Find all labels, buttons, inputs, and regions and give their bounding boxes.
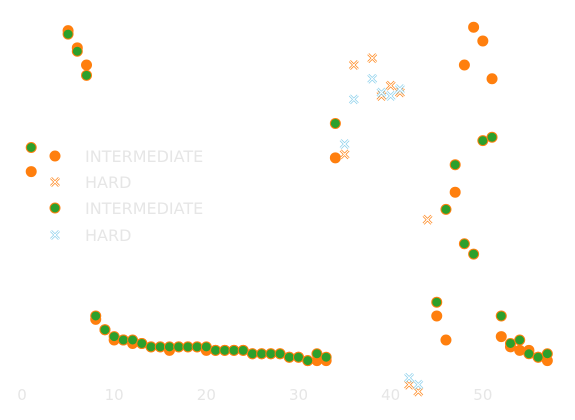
point-s2-19	[228, 344, 240, 356]
point-s2-20	[237, 344, 249, 356]
x-tick-label: 10	[105, 386, 124, 404]
point-s0-35	[486, 73, 498, 85]
point-s2-5	[99, 324, 111, 336]
point-s2-21	[246, 348, 258, 360]
point-s2-10	[145, 341, 157, 353]
legend-label: HARD	[85, 173, 131, 192]
point-s2-9	[136, 337, 148, 349]
point-s2-15	[191, 341, 203, 353]
point-s0-33	[468, 21, 480, 33]
point-s0-36	[431, 310, 443, 322]
point-s1-1	[348, 60, 359, 70]
point-s3-4	[385, 91, 396, 101]
point-s2-13	[173, 341, 185, 353]
legend: INTERMEDIATE HARD INTERMEDIATE HARD	[49, 147, 203, 245]
point-s2-39	[504, 337, 516, 349]
point-s2-42	[532, 351, 544, 363]
point-s2-32	[440, 203, 452, 215]
point-s2-8	[127, 334, 139, 346]
x-tick-label: 30	[289, 386, 308, 404]
point-s2-37	[431, 296, 443, 308]
point-s0-37	[440, 334, 452, 346]
point-s0-38	[495, 331, 507, 343]
point-s2-38	[495, 310, 507, 322]
point-s2-31	[449, 159, 461, 171]
point-s1-4	[385, 80, 396, 91]
legend-label: INTERMEDIATE	[85, 199, 203, 218]
point-s2-28	[311, 348, 323, 360]
point-s2-40	[514, 334, 526, 346]
legend-label: HARD	[85, 226, 131, 245]
x-tick-label: 0	[17, 386, 27, 404]
legend-marker-1	[50, 177, 60, 187]
point-s1-6	[422, 214, 433, 225]
point-s2-36	[486, 131, 498, 143]
point-s2-35	[477, 135, 489, 147]
point-s1-2	[367, 53, 378, 64]
legend-marker-3	[50, 230, 60, 240]
point-s2-26	[293, 351, 304, 363]
point-s2-27	[302, 355, 314, 367]
point-s3-1	[348, 94, 359, 105]
legend-label: INTERMEDIATE	[85, 147, 203, 166]
point-s3-0	[339, 139, 350, 149]
point-s3-3	[376, 87, 387, 98]
point-s3-2	[367, 73, 378, 84]
point-s2-29	[320, 351, 332, 363]
point-s2-17	[210, 344, 222, 356]
point-s0-32	[458, 59, 470, 71]
point-s0-30	[329, 152, 341, 164]
point-s2-0	[25, 142, 37, 153]
legend-marker-2	[49, 202, 61, 214]
point-s2-2	[71, 45, 83, 57]
point-s2-11	[154, 341, 166, 353]
point-s2-16	[200, 341, 212, 353]
point-s2-34	[468, 248, 480, 260]
point-s2-18	[219, 344, 231, 356]
x-tick-label: 20	[197, 386, 216, 404]
point-s2-1	[62, 28, 74, 40]
point-s2-7	[117, 334, 129, 346]
point-s0-3	[81, 59, 93, 71]
legend-marker-0	[49, 150, 61, 162]
point-s2-4	[90, 310, 102, 322]
point-s2-14	[182, 341, 194, 353]
point-s2-3	[81, 69, 93, 81]
point-s2-25	[283, 351, 295, 363]
point-s0-0	[25, 166, 37, 178]
point-s1-3	[376, 91, 387, 101]
point-s2-12	[163, 341, 175, 353]
point-s2-24	[274, 348, 286, 360]
x-axis-ticks: 0 10 20 30 40 50	[17, 386, 492, 404]
point-s1-0	[339, 149, 350, 160]
point-s2-22	[256, 348, 268, 360]
x-tick-label: 50	[473, 386, 492, 404]
point-s2-41	[523, 348, 535, 360]
point-s0-31	[449, 186, 461, 198]
point-s2-33	[458, 238, 470, 250]
point-s2-43	[541, 348, 553, 360]
point-s0-34	[477, 35, 489, 47]
point-s2-30	[329, 117, 341, 129]
point-s3-6	[404, 372, 415, 383]
point-s2-23	[265, 348, 277, 360]
x-tick-label: 40	[381, 386, 400, 404]
point-s3-5	[394, 84, 405, 94]
point-s2-6	[108, 331, 120, 343]
point-s1-5	[394, 87, 405, 98]
point-s3-7	[413, 379, 424, 390]
point-s0-40	[514, 344, 526, 356]
data-points	[25, 21, 553, 397]
